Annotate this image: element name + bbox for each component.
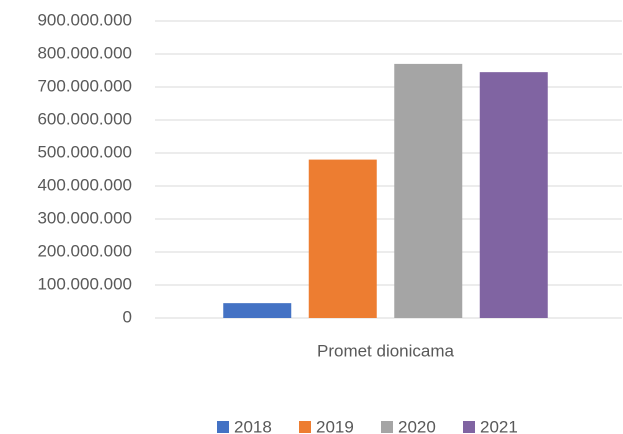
y-tick-label: 200.000.000 [37, 241, 132, 260]
bar [223, 303, 292, 318]
legend-label: 2021 [480, 417, 518, 434]
legend-swatch [463, 421, 475, 433]
y-tick-label: 900.000.000 [37, 10, 132, 29]
y-tick-label: 300.000.000 [37, 208, 132, 227]
x-tick-label: Promet dionicama [317, 341, 455, 360]
legend-swatch [299, 421, 311, 433]
legend-label: 2019 [316, 417, 354, 434]
y-tick-label: 500.000.000 [37, 142, 132, 161]
bar [308, 159, 377, 318]
y-tick-label: 600.000.000 [37, 109, 132, 128]
legend-label: 2018 [234, 417, 272, 434]
legend-label: 2020 [398, 417, 436, 434]
y-tick-label: 400.000.000 [37, 175, 132, 194]
bar [394, 63, 463, 319]
y-tick-label: 100.000.000 [37, 274, 132, 293]
legend-swatch [217, 421, 229, 433]
y-tick-label: 0 [123, 307, 132, 326]
y-tick-label: 800.000.000 [37, 43, 132, 62]
bar [479, 72, 548, 319]
y-tick-label: 700.000.000 [37, 76, 132, 95]
legend-swatch [381, 421, 393, 433]
